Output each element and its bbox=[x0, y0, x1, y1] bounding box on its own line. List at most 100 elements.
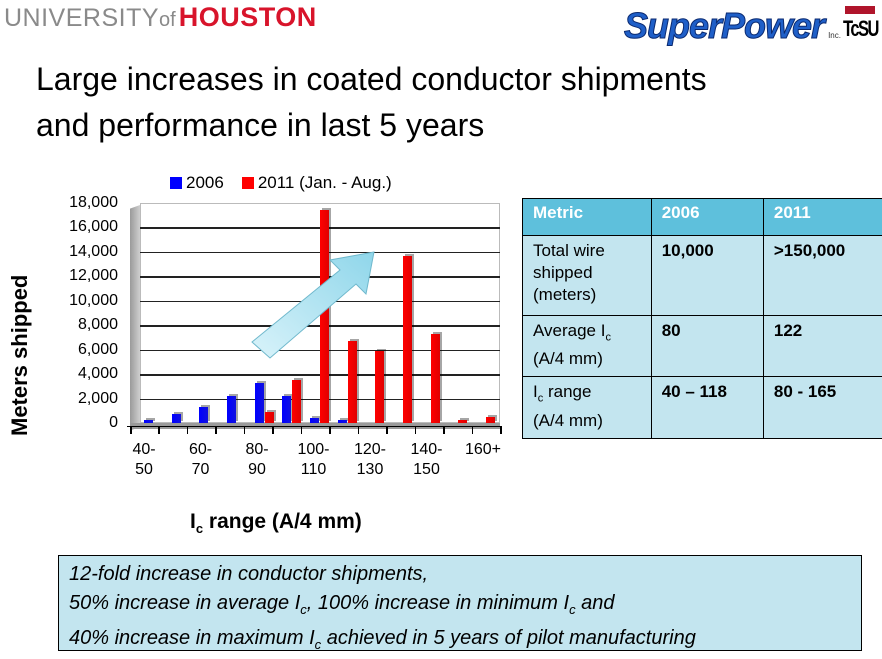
x-tick-label: 40-50 bbox=[122, 440, 166, 480]
x-tick bbox=[158, 426, 160, 434]
table-row: Average Ic (A/4 mm) 80 122 bbox=[523, 316, 882, 377]
superpower-inc-text: Inc. bbox=[828, 31, 841, 40]
y-tick-label: 4,000 bbox=[78, 366, 118, 382]
y-axis-title: Meters shipped bbox=[7, 286, 33, 436]
x-tick bbox=[500, 426, 502, 434]
bar-2011-140-150 bbox=[431, 334, 440, 423]
x-tick bbox=[415, 426, 417, 434]
tcsu-logo: TcSU bbox=[843, 6, 879, 46]
bar-2011-90-100 bbox=[292, 380, 301, 423]
x-tick bbox=[215, 426, 217, 434]
x-tick bbox=[301, 426, 303, 434]
x-axis-title-rest: range (A/4 mm) bbox=[203, 510, 362, 533]
metric-line: shipped bbox=[533, 262, 641, 284]
value-2011: >150,000 bbox=[763, 236, 882, 316]
university-of-houston-logo: UNIVERSITY of HOUSTON bbox=[4, 2, 317, 32]
x-tick bbox=[472, 426, 474, 434]
metric-main: Average I bbox=[533, 321, 605, 340]
summary-line-2: 50% increase in average Ic, 100% increas… bbox=[69, 589, 851, 624]
table-row: Ic range (A/4 mm) 40 – 118 80 - 165 bbox=[523, 377, 882, 438]
shipments-bar-chart: 2006 2011 (Jan. - Aug.) Meters shipped 1… bbox=[0, 170, 515, 550]
x-tick bbox=[358, 426, 360, 434]
x-tick bbox=[443, 426, 445, 434]
logo-of-text: of bbox=[159, 9, 176, 32]
logo-university-text: UNIVERSITY bbox=[4, 4, 159, 33]
metric-line: (meters) bbox=[533, 284, 641, 306]
slide-title-line-1: Large increases in coated conductor ship… bbox=[36, 56, 707, 102]
metrics-table: Metric 2006 2011 Total wire shipped (met… bbox=[522, 198, 882, 439]
bar-2006-50-60 bbox=[172, 414, 181, 423]
table-row: Total wire shipped (meters) 10,000 >150,… bbox=[523, 236, 882, 316]
bar-2006-90-100 bbox=[282, 396, 291, 423]
trend-arrow-icon bbox=[248, 242, 388, 372]
metric-total-wire: Total wire shipped (meters) bbox=[523, 236, 652, 316]
legend-item-2006: 2006 bbox=[170, 173, 224, 193]
table-header-row: Metric 2006 2011 bbox=[523, 199, 882, 236]
metric-unit: (A/4 mm) bbox=[533, 410, 641, 432]
bar-2006-60-70 bbox=[199, 407, 208, 423]
y-tick-label: 18,000 bbox=[69, 195, 118, 211]
x-axis bbox=[127, 423, 502, 427]
summary-text: achieved in 5 years of pilot manufacturi… bbox=[321, 627, 696, 649]
x-axis-title: Ic range (A/4 mm) bbox=[190, 510, 362, 536]
legend-swatch-red bbox=[242, 177, 254, 189]
x-tick-label: 120-130 bbox=[348, 440, 392, 480]
header-2011: 2011 bbox=[763, 199, 882, 236]
x-tick-label: 60-70 bbox=[179, 440, 223, 480]
metric-sub: c bbox=[605, 331, 611, 343]
y-tick-label: 12,000 bbox=[69, 268, 118, 284]
header-metric: Metric bbox=[523, 199, 652, 236]
summary-line-1: 12-fold increase in conductor shipments, bbox=[69, 560, 851, 589]
value-2006: 80 bbox=[651, 316, 763, 377]
x-tick bbox=[272, 426, 274, 434]
slide-title: Large increases in coated conductor ship… bbox=[36, 56, 707, 148]
superpower-logo: SuperPower Inc. bbox=[624, 2, 841, 46]
x-tick bbox=[130, 426, 132, 434]
x-tick-label: 80-90 bbox=[235, 440, 279, 480]
value-2011: 122 bbox=[763, 316, 882, 377]
slide-title-line-2: and performance in last 5 years bbox=[36, 102, 707, 148]
tcsu-logo-bar bbox=[845, 6, 875, 14]
metric-line: Total wire bbox=[533, 240, 641, 262]
value-2011: 80 - 165 bbox=[763, 377, 882, 438]
y-tick-label: 10,000 bbox=[69, 293, 118, 309]
y-tick-label: 6,000 bbox=[78, 342, 118, 358]
x-axis-title-sub: c bbox=[196, 521, 203, 536]
legend-label-2006: 2006 bbox=[186, 173, 224, 193]
summary-box: 12-fold increase in conductor shipments,… bbox=[58, 555, 862, 651]
summary-line-3: 40% increase in maximum Ic achieved in 5… bbox=[69, 624, 851, 659]
summary-text: , 100% increase in minimum I bbox=[307, 592, 569, 614]
bar-2006-80-90 bbox=[255, 383, 264, 423]
y-tick-label: 2,000 bbox=[78, 391, 118, 407]
summary-text: and bbox=[576, 592, 615, 614]
legend-label-2011: 2011 (Jan. - Aug.) bbox=[258, 173, 392, 193]
summary-text: 50% increase in average I bbox=[69, 592, 300, 614]
x-tick-label: 160+ bbox=[461, 440, 505, 460]
x-tick-label: 100-110 bbox=[292, 440, 336, 480]
value-2006: 10,000 bbox=[651, 236, 763, 316]
x-tick bbox=[187, 426, 189, 434]
metric-unit: (A/4 mm) bbox=[533, 348, 641, 370]
bar-2011-130-140 bbox=[403, 256, 412, 423]
bar-2011-80-90 bbox=[265, 412, 274, 423]
x-tick bbox=[244, 426, 246, 434]
superpower-logo-text: SuperPower bbox=[624, 6, 824, 46]
metric-after: range bbox=[543, 382, 591, 401]
x-tick bbox=[329, 426, 331, 434]
bar-2006-70-80 bbox=[227, 396, 236, 423]
y-tick-label: 16,000 bbox=[69, 219, 118, 235]
header-2006: 2006 bbox=[651, 199, 763, 236]
legend-swatch-blue bbox=[170, 177, 182, 189]
chart-legend: 2006 2011 (Jan. - Aug.) bbox=[170, 173, 392, 193]
tcsu-logo-text: TcSU bbox=[843, 16, 878, 42]
plot-side-wall bbox=[130, 205, 140, 431]
legend-item-2011: 2011 (Jan. - Aug.) bbox=[242, 173, 392, 193]
y-tick-label: 0 bbox=[109, 415, 118, 431]
x-tick bbox=[386, 426, 388, 434]
metric-ic-range: Ic range (A/4 mm) bbox=[523, 377, 652, 438]
x-tick-label: 140-150 bbox=[405, 440, 449, 480]
logo-houston-text: HOUSTON bbox=[179, 2, 317, 33]
metric-average-ic: Average Ic (A/4 mm) bbox=[523, 316, 652, 377]
y-tick-label: 14,000 bbox=[69, 244, 118, 260]
y-tick-label: 8,000 bbox=[78, 317, 118, 333]
